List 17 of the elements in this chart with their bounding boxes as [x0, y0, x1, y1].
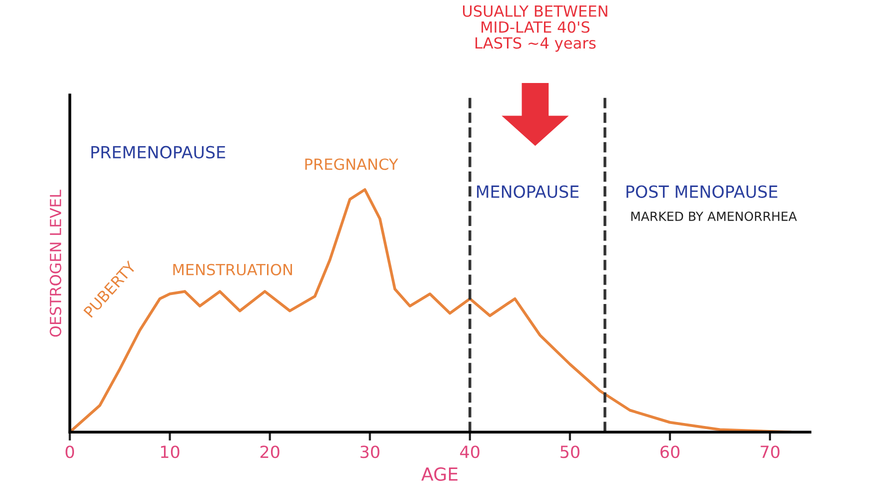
x-tick-label: 60 — [660, 446, 680, 458]
x-axis-title: AGE — [421, 467, 458, 481]
text: PREMENOPAUSE — [91, 146, 226, 159]
x-tick-label: 0 — [66, 446, 74, 458]
x-tick-label: 40 — [460, 446, 480, 458]
x-tick-label: 30 — [360, 446, 380, 458]
annotation: MENSTRUATION — [173, 264, 292, 276]
annotation: MENOPAUSE — [477, 185, 579, 198]
annotation: MARKED BY AMENORRHEA — [631, 212, 797, 222]
annotation: POST MENOPAUSE — [626, 185, 778, 198]
annotation: PREGNANCY — [305, 158, 398, 170]
y-axis-title: OESTROGEN LEVEL — [50, 190, 62, 337]
x-tick-label: 10 — [161, 446, 180, 458]
x-tick-label: 70 — [760, 446, 780, 458]
text: USUALLY BETWEEN MID-LATE 40'S LASTS ~4 years — [463, 5, 608, 52]
x-tick-label: 20 — [260, 446, 280, 458]
x-tick-label: 50 — [560, 446, 580, 458]
